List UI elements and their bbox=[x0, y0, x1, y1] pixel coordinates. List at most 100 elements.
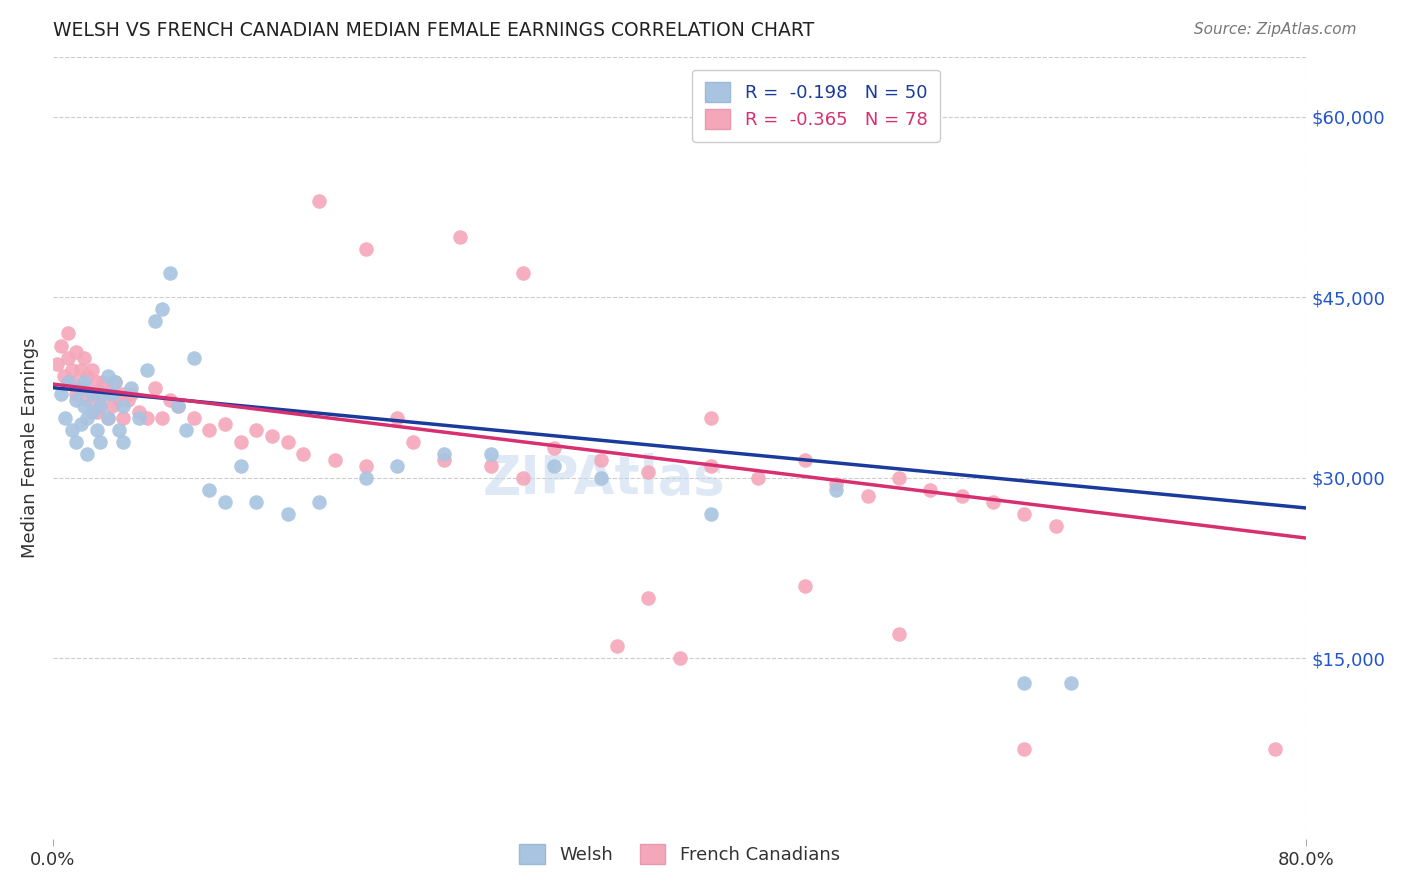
Point bbox=[277, 507, 299, 521]
Point bbox=[107, 392, 129, 407]
Point bbox=[700, 410, 723, 425]
Point bbox=[591, 471, 613, 485]
Point bbox=[354, 458, 377, 473]
Point bbox=[152, 410, 174, 425]
Point bbox=[76, 392, 98, 407]
Point bbox=[543, 441, 565, 455]
Point bbox=[49, 338, 72, 352]
Point bbox=[1012, 507, 1035, 521]
Point bbox=[143, 314, 166, 328]
Point bbox=[591, 453, 613, 467]
Point bbox=[543, 458, 565, 473]
Point bbox=[86, 375, 108, 389]
Point bbox=[86, 423, 108, 437]
Point bbox=[58, 326, 80, 341]
Point bbox=[183, 351, 205, 365]
Point bbox=[80, 386, 103, 401]
Point bbox=[65, 392, 87, 407]
Point bbox=[58, 351, 80, 365]
Point bbox=[135, 362, 157, 376]
Point bbox=[80, 362, 103, 376]
Point bbox=[117, 392, 139, 407]
Point bbox=[89, 386, 111, 401]
Point bbox=[481, 458, 503, 473]
Point bbox=[91, 386, 114, 401]
Point bbox=[825, 477, 848, 491]
Point bbox=[46, 357, 69, 371]
Point bbox=[174, 423, 197, 437]
Point bbox=[981, 495, 1004, 509]
Point bbox=[449, 230, 471, 244]
Point bbox=[512, 471, 534, 485]
Point bbox=[101, 399, 124, 413]
Point bbox=[1012, 675, 1035, 690]
Point bbox=[606, 640, 628, 654]
Point bbox=[65, 434, 87, 449]
Point bbox=[308, 495, 330, 509]
Point bbox=[433, 447, 456, 461]
Point bbox=[198, 423, 221, 437]
Point bbox=[60, 362, 83, 376]
Point bbox=[62, 375, 84, 389]
Point bbox=[86, 405, 108, 419]
Point bbox=[73, 381, 96, 395]
Point bbox=[70, 417, 93, 431]
Point bbox=[292, 447, 315, 461]
Legend: Welsh, French Canadians: Welsh, French Canadians bbox=[506, 831, 852, 877]
Point bbox=[65, 344, 87, 359]
Text: WELSH VS FRENCH CANADIAN MEDIAN FEMALE EARNINGS CORRELATION CHART: WELSH VS FRENCH CANADIAN MEDIAN FEMALE E… bbox=[52, 21, 814, 40]
Point bbox=[112, 399, 135, 413]
Point bbox=[950, 489, 973, 503]
Point bbox=[104, 375, 127, 389]
Y-axis label: Median Female Earnings: Median Female Earnings bbox=[21, 337, 39, 558]
Point bbox=[135, 410, 157, 425]
Point bbox=[65, 386, 87, 401]
Point bbox=[112, 386, 135, 401]
Point bbox=[308, 194, 330, 208]
Text: Source: ZipAtlas.com: Source: ZipAtlas.com bbox=[1194, 22, 1357, 37]
Point bbox=[920, 483, 942, 497]
Point bbox=[262, 429, 284, 443]
Point bbox=[152, 302, 174, 317]
Point bbox=[214, 495, 236, 509]
Point bbox=[1045, 519, 1067, 533]
Point bbox=[747, 471, 769, 485]
Point bbox=[245, 423, 267, 437]
Point bbox=[89, 434, 111, 449]
Point bbox=[793, 579, 815, 593]
Point bbox=[97, 410, 120, 425]
Point bbox=[89, 399, 111, 413]
Point bbox=[887, 627, 910, 641]
Point bbox=[700, 507, 723, 521]
Point bbox=[70, 381, 93, 395]
Point bbox=[668, 651, 690, 665]
Point bbox=[101, 386, 124, 401]
Point bbox=[433, 453, 456, 467]
Point bbox=[159, 266, 181, 280]
Point bbox=[512, 266, 534, 280]
Point bbox=[101, 381, 124, 395]
Point bbox=[198, 483, 221, 497]
Point bbox=[112, 410, 135, 425]
Point bbox=[1264, 741, 1286, 756]
Text: ZIPAtlas: ZIPAtlas bbox=[484, 453, 725, 505]
Point bbox=[793, 453, 815, 467]
Point bbox=[120, 386, 142, 401]
Point bbox=[214, 417, 236, 431]
Point bbox=[76, 447, 98, 461]
Point bbox=[143, 381, 166, 395]
Point bbox=[97, 368, 120, 383]
Point bbox=[52, 368, 75, 383]
Point bbox=[1060, 675, 1083, 690]
Point bbox=[229, 434, 252, 449]
Point bbox=[323, 453, 346, 467]
Point bbox=[387, 458, 409, 473]
Point bbox=[481, 447, 503, 461]
Point bbox=[167, 399, 190, 413]
Point bbox=[887, 471, 910, 485]
Point bbox=[167, 399, 190, 413]
Point bbox=[825, 483, 848, 497]
Point bbox=[183, 410, 205, 425]
Point bbox=[402, 434, 425, 449]
Point bbox=[387, 410, 409, 425]
